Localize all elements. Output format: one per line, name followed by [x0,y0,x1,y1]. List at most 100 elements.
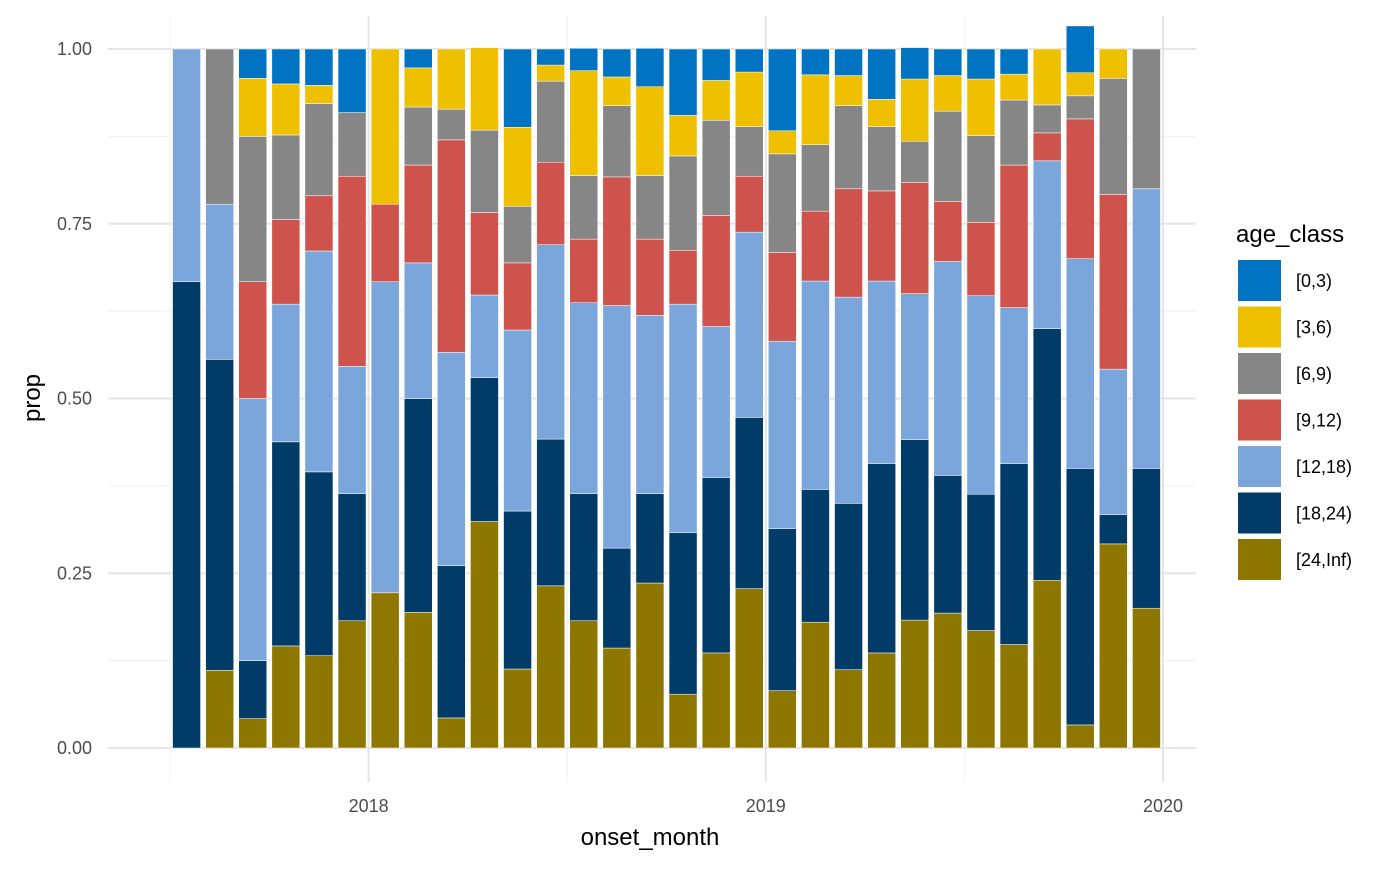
bar-segment [205,48,234,205]
bar-segment [337,175,367,367]
bar-segment [437,352,466,566]
bar-segment [999,164,1029,308]
bar-segment [1099,514,1128,545]
bar-segment [900,182,929,294]
bar-segment [933,201,963,262]
bar-segment [602,647,632,749]
bar-segment [569,620,598,749]
bar-segment [668,532,698,695]
bar-segment [900,78,929,142]
bar-segment [404,106,433,166]
bar-segment [635,86,665,176]
legend-key [1238,539,1281,580]
bar-segment [1132,48,1161,190]
bar-segment [1099,194,1128,370]
bar-segment [503,262,532,331]
y-tick-label: 0.50 [57,389,92,409]
bar-segment [701,48,731,81]
bar-segment [1132,468,1161,609]
bar-segment [834,48,863,76]
bar-segment [1066,72,1095,97]
bar-segment [304,48,334,86]
bar-segment [1066,468,1095,726]
bar-segment [735,231,764,418]
bar-segment [370,592,400,749]
bar-segment [966,48,996,80]
bar-segment [536,80,565,163]
bar-segment [304,250,334,473]
bar-segment [569,302,598,494]
bar-segment [768,528,797,691]
bar-segment [271,48,301,85]
bar-segment [337,366,367,494]
y-tick-label: 0.00 [57,738,92,758]
legend-key [1238,492,1281,534]
bar-segment [205,203,234,360]
bar-segment [933,75,963,112]
bar-segment [999,644,1029,749]
bar-segment [404,67,433,108]
bar-segment [668,303,698,533]
bar-segment [834,105,863,190]
bar-segment [337,112,367,177]
bar-segment [404,164,433,264]
bar-segment [966,135,996,223]
legend-label: [9,12) [1296,411,1342,431]
bar-segment [1132,607,1161,749]
bar-segment [470,294,499,378]
bar-segment [238,48,267,79]
bar-segment [304,195,334,252]
bar-segment [966,630,996,749]
bar-segment [1032,104,1062,134]
bar-segment [271,83,301,136]
bar-segment [470,377,499,522]
bar-segment [735,71,764,127]
bar-segment [404,612,433,749]
bar-segment [735,175,764,233]
bar-segment [337,48,367,113]
bar-segment [437,108,466,141]
legend-label: [24,Inf) [1296,550,1352,570]
bar-segment [271,303,301,443]
legend-label: [18,24) [1296,504,1352,524]
bar-segment [370,48,400,205]
bar-segment [1099,78,1128,195]
bar-segment [437,717,466,749]
legend-key [1238,306,1281,348]
bar-segment [304,103,334,197]
bar-segment [900,619,929,749]
bar-segment [768,130,797,155]
bar-segment [238,660,267,719]
legend-key [1238,353,1281,394]
bar-segment [701,80,731,121]
y-tick-label: 0.25 [57,563,92,583]
bar-segment [437,139,466,353]
bar-segment [867,463,896,654]
bar-segment [768,153,797,253]
y-tick-label: 0.75 [57,214,92,234]
legend-key [1238,260,1281,301]
x-tick-label: 2020 [1143,796,1183,816]
bar-segment [933,261,963,476]
bar-segment [602,76,632,106]
bars-layer [172,25,1161,749]
bar-segment [867,652,896,749]
bar-segment [337,620,367,749]
bar-segment [635,582,665,749]
bar-segment [1066,25,1095,74]
x-tick-label: 2019 [746,796,786,816]
bar-segment [999,73,1029,101]
bar-segment [536,48,565,66]
bar-segment [867,48,896,100]
bar-segment [205,359,234,671]
bar-segment [668,155,698,251]
bar-segment [867,190,896,282]
bar-segment [867,280,896,464]
bar-segment [1066,95,1095,120]
bar-segment [569,238,598,303]
bar-segment [999,307,1029,464]
bar-segment [602,176,632,306]
bar-segment [1066,258,1095,469]
